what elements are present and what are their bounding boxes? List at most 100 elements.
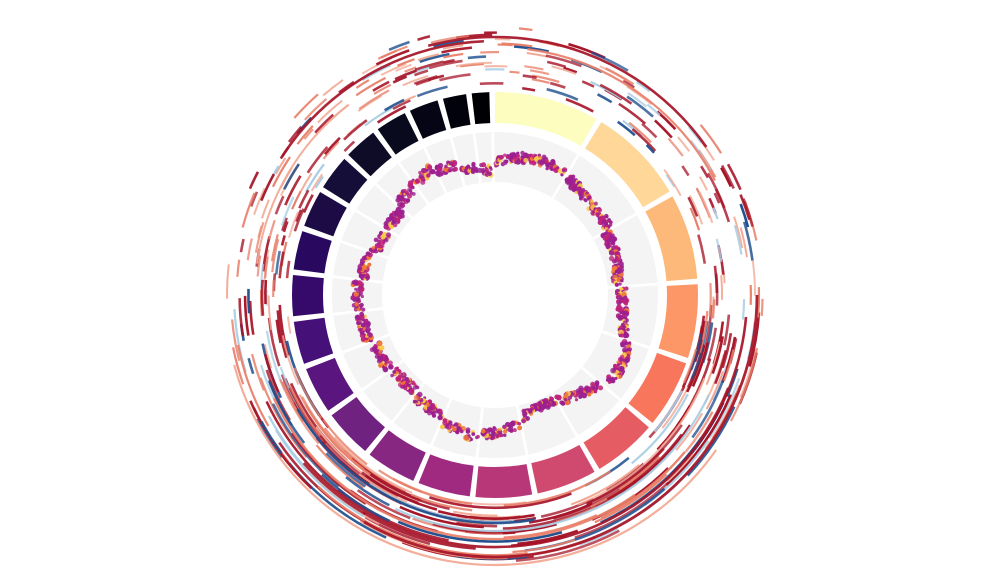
ideogram-segment[interactable] (583, 407, 649, 470)
link-arc (355, 76, 387, 97)
scatter-point (390, 373, 394, 378)
link-arc (653, 390, 683, 433)
ideogram-segment[interactable] (348, 132, 392, 177)
ideogram-segment[interactable] (475, 464, 533, 498)
link-arc (711, 336, 725, 375)
link-arc (256, 418, 283, 459)
scatter-point (465, 427, 471, 433)
link-arc (364, 106, 393, 127)
link-arc (645, 144, 656, 154)
scatter-point (471, 432, 476, 436)
scatter-point (358, 291, 363, 296)
ideogram-segment[interactable] (369, 430, 426, 481)
link-arc (689, 139, 712, 171)
scatter-point (385, 232, 392, 238)
link-arc (605, 67, 635, 86)
ideogram-segment[interactable] (495, 92, 597, 147)
link-arc (712, 207, 719, 220)
scatter-point (617, 315, 623, 321)
link-arc (631, 393, 689, 465)
scatter-sector-divider (580, 365, 622, 402)
link-arc (361, 471, 419, 505)
ideogram-segment[interactable] (409, 100, 447, 139)
link-arc (714, 349, 728, 385)
scatter-point (578, 394, 583, 399)
link-arc (563, 66, 578, 74)
scatter-sector-divider (550, 391, 579, 438)
link-arc (756, 287, 761, 318)
ideogram-segment[interactable] (293, 231, 332, 274)
ideogram-segment[interactable] (331, 396, 385, 452)
scatter-point (626, 327, 630, 332)
link-arc-long (363, 294, 759, 559)
ideogram-segment[interactable] (323, 158, 368, 204)
link-arc (760, 298, 764, 317)
link-arc (270, 233, 279, 262)
link-arc (708, 377, 741, 439)
link-arc (260, 173, 276, 202)
scatter-point (612, 259, 617, 264)
link-arc (303, 98, 328, 121)
link-arc (742, 198, 754, 227)
scatter-point (407, 180, 414, 186)
link-arc (394, 69, 417, 81)
link-arc (430, 34, 469, 44)
link-arc (380, 49, 397, 59)
ideogram-segment[interactable] (418, 454, 474, 497)
ideogram-segment[interactable] (306, 357, 354, 411)
ideogram-segment[interactable] (304, 191, 347, 237)
link-arc (375, 49, 410, 66)
link-arc (677, 136, 691, 152)
scatter-point (608, 250, 615, 256)
link-arc (751, 260, 757, 296)
link-arc (274, 429, 365, 518)
link-arc (618, 456, 661, 491)
link-arc (529, 69, 550, 76)
link-arc (432, 522, 526, 534)
scatter-point (605, 215, 609, 219)
scatter-point (371, 245, 376, 250)
link-arc (283, 163, 301, 190)
link-arc (663, 168, 682, 197)
ideogram-segment[interactable] (531, 444, 595, 494)
link-arc (574, 479, 672, 539)
link-arc (345, 476, 390, 507)
link-arc (626, 95, 654, 118)
ideogram-segment[interactable] (658, 284, 698, 358)
link-arc (698, 310, 709, 353)
scatter-point (593, 201, 598, 206)
ideogram-segment[interactable] (628, 352, 687, 424)
scatter-point (605, 378, 610, 382)
scatter-points (350, 150, 632, 442)
scatter-point (492, 426, 496, 430)
link-arc (689, 207, 701, 231)
link-arc (313, 426, 399, 498)
link-arc (265, 369, 291, 421)
scatter-point (380, 244, 385, 248)
ideogram-segment[interactable] (377, 113, 419, 155)
link-arc (628, 121, 652, 144)
ideogram-segment[interactable] (585, 122, 670, 208)
link-arc (606, 433, 683, 501)
scatter-point (503, 433, 507, 437)
scatter-point (442, 420, 448, 426)
ideogram-segment[interactable] (293, 317, 334, 364)
link-arc (392, 75, 408, 84)
scatter-point (389, 365, 393, 369)
link-arc (251, 353, 265, 391)
link-arc (618, 102, 647, 125)
link-arc (355, 79, 370, 89)
scatter-point (448, 166, 454, 172)
link-arc (249, 191, 259, 207)
link-arc (681, 165, 690, 177)
link-arc (236, 259, 241, 277)
ideogram-segment[interactable] (471, 92, 491, 125)
scatter-point (516, 154, 521, 158)
link-arc (239, 238, 245, 253)
scatter-point (439, 424, 445, 430)
scatter-point (405, 198, 411, 203)
ideogram-segment[interactable] (645, 196, 698, 282)
ideogram-segment[interactable] (292, 275, 324, 317)
ideogram-segment[interactable] (442, 94, 471, 129)
link-arc (288, 384, 322, 437)
